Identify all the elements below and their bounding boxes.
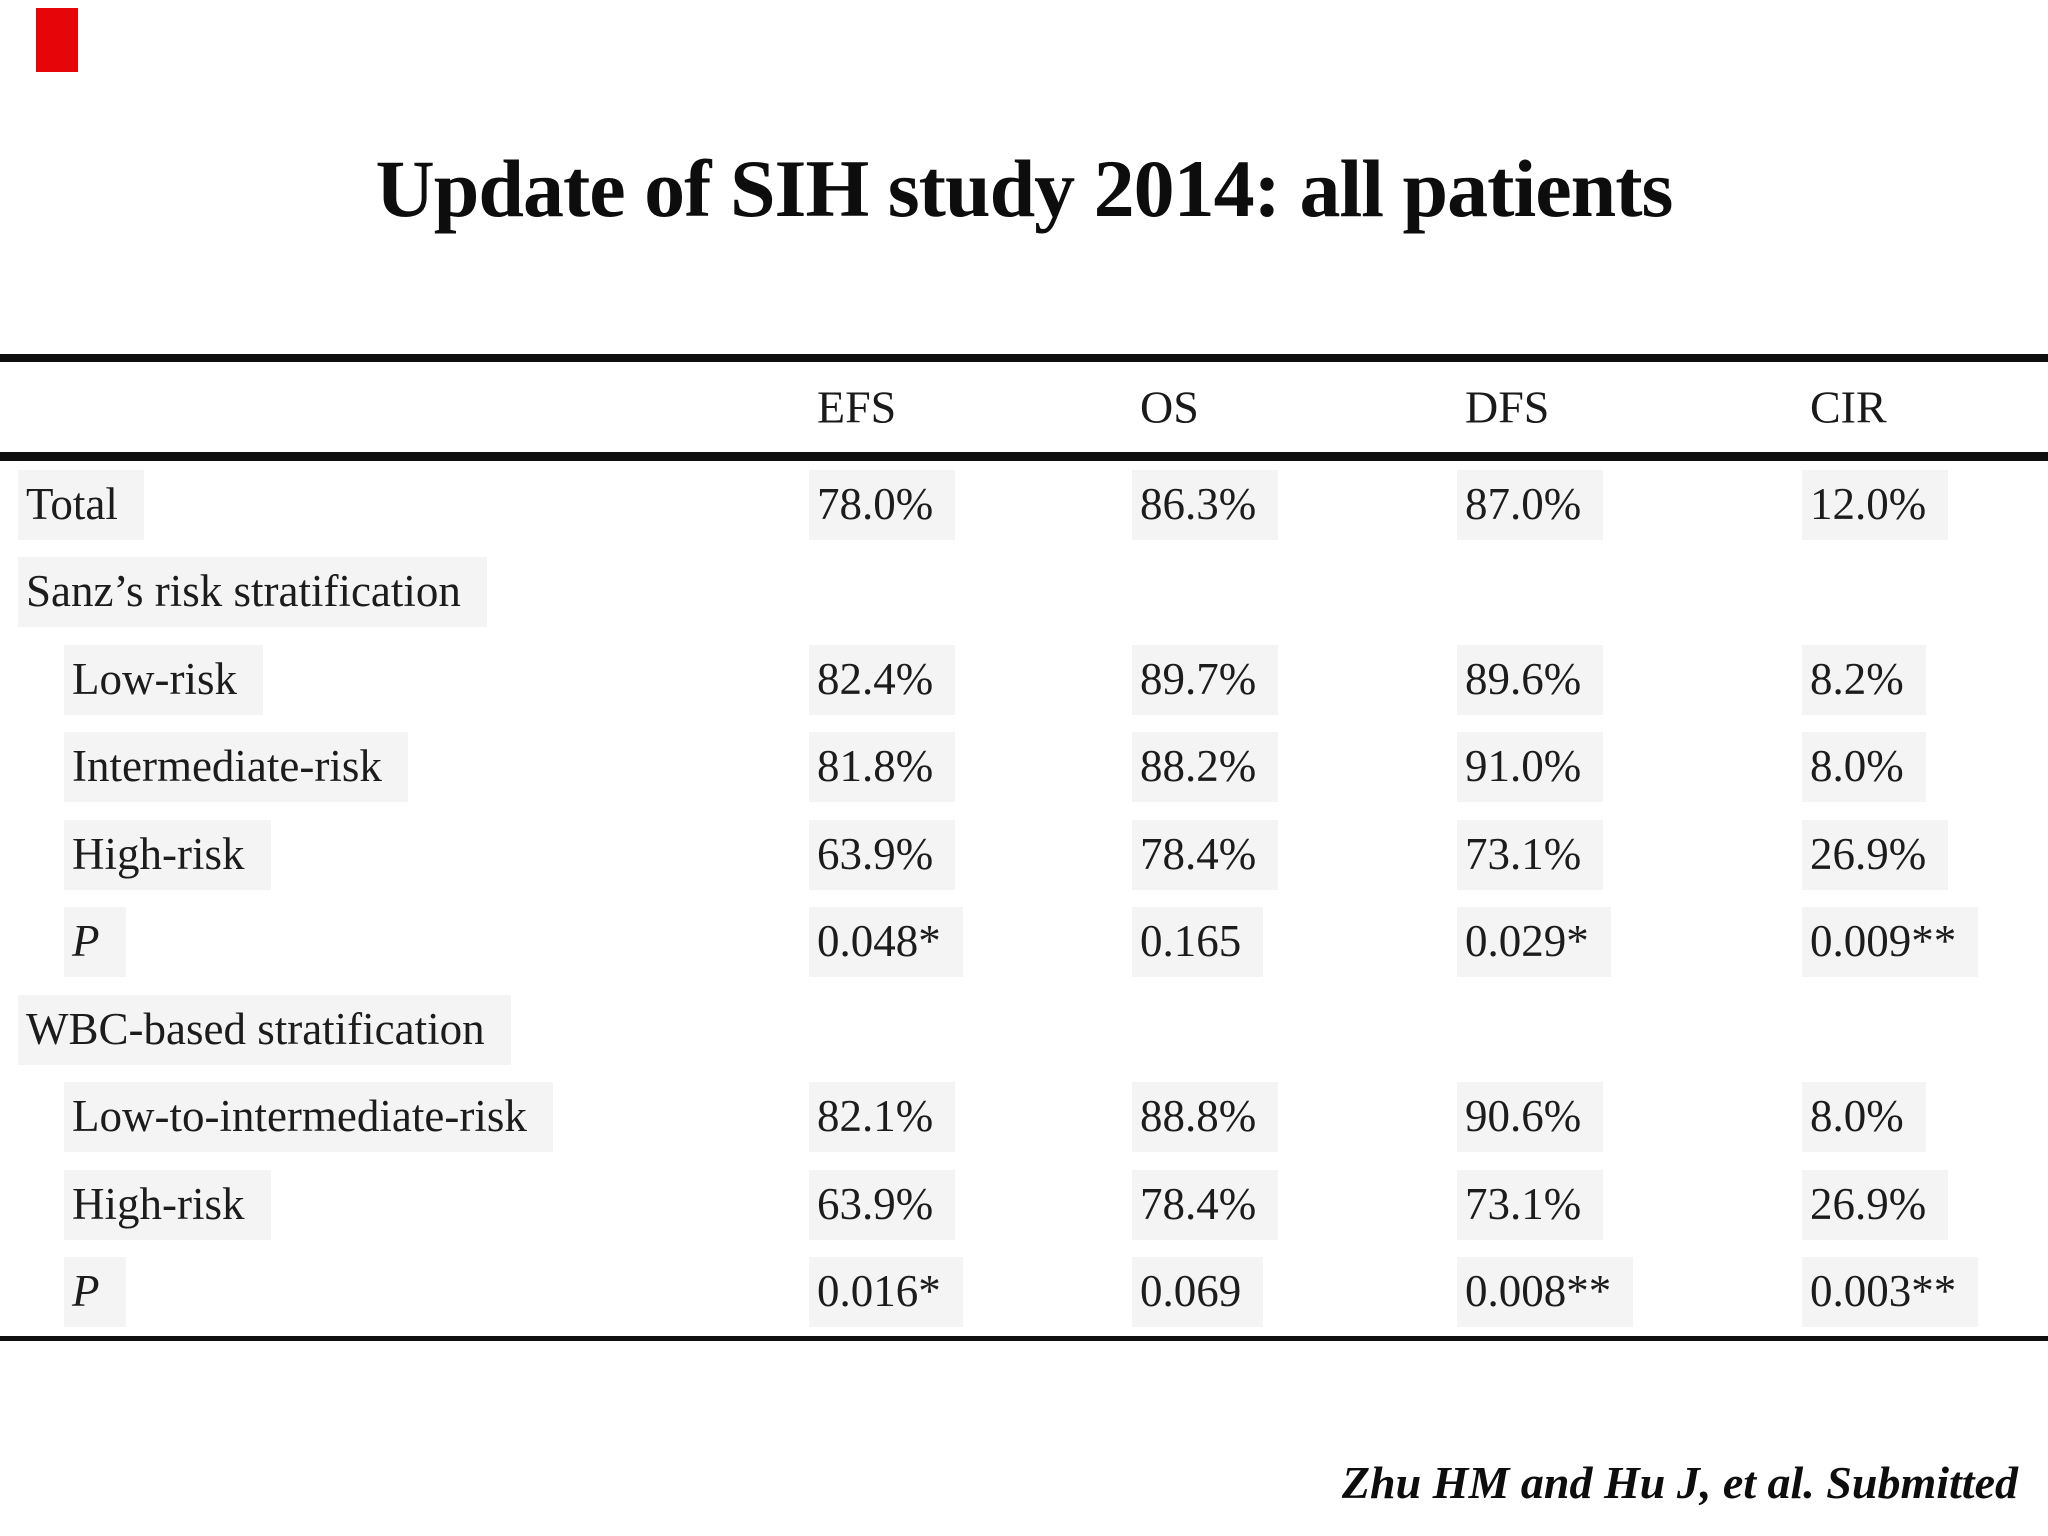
cell-os: 88.2% (1132, 732, 1279, 803)
table-header-row: EFS OS DFS CIR (0, 362, 2048, 452)
cell-os: 0.069 (1132, 1257, 1264, 1328)
cell-os: 78.4% (1132, 819, 1279, 890)
table-row-low-risk: Low-risk 82.4% 89.7% 89.6% 8.2% (0, 636, 2048, 724)
cell-cir: 0.003** (1802, 1257, 1979, 1328)
section-label: Sanz’s risk stratification (18, 557, 487, 628)
cell-cir: 8.2% (1802, 644, 1926, 715)
table-top-rule (0, 354, 2048, 362)
cell-efs: 82.1% (809, 1082, 956, 1153)
table-bottom-rule (0, 1336, 2048, 1341)
section-label: WBC-based stratification (18, 994, 511, 1065)
cell-dfs: 73.1% (1457, 819, 1604, 890)
row-label-p: P (64, 907, 126, 978)
row-label: Low-to-intermediate-risk (64, 1082, 553, 1153)
cell-dfs: 91.0% (1457, 732, 1604, 803)
row-label: Total (18, 469, 144, 540)
cell-os: 78.4% (1132, 1169, 1279, 1240)
cell-dfs: 90.6% (1457, 1082, 1604, 1153)
cell-cir: 26.9% (1802, 819, 1949, 890)
row-label: Low-risk (64, 644, 263, 715)
row-label-p: P (64, 1257, 126, 1328)
cell-efs: 78.0% (809, 469, 956, 540)
results-table: EFS OS DFS CIR Total 78.0% 86.3% 87.0% 1… (0, 354, 2048, 1341)
table-row-low-to-intermediate-risk: Low-to-intermediate-risk 82.1% 88.8% 90.… (0, 1074, 2048, 1162)
table-section-wbc: WBC-based stratification (0, 986, 2048, 1074)
column-header-efs: EFS (817, 381, 897, 433)
cell-cir: 0.009** (1802, 907, 1979, 978)
column-header-cir: CIR (1810, 381, 1887, 433)
table-body: Total 78.0% 86.3% 87.0% 12.0% Sanz’s ris… (0, 461, 2048, 1336)
table-row-p-sanz: P 0.048* 0.165 0.029* 0.009** (0, 899, 2048, 987)
page-title: Update of SIH study 2014: all patients (375, 143, 1674, 234)
cell-dfs: 0.029* (1457, 907, 1611, 978)
table-header-rule (0, 452, 2048, 461)
cell-os: 89.7% (1132, 644, 1279, 715)
cell-os: 88.8% (1132, 1082, 1279, 1153)
table-row-high-risk-wbc: High-risk 63.9% 78.4% 73.1% 26.9% (0, 1161, 2048, 1249)
cell-dfs: 73.1% (1457, 1169, 1604, 1240)
cell-dfs: 0.008** (1457, 1257, 1634, 1328)
cell-efs: 81.8% (809, 732, 956, 803)
column-header-dfs: DFS (1465, 381, 1550, 433)
table-row-intermediate-risk: Intermediate-risk 81.8% 88.2% 91.0% 8.0% (0, 724, 2048, 812)
citation: Zhu HM and Hu J, et al. Submitted (1341, 1457, 2018, 1508)
cell-dfs: 87.0% (1457, 469, 1604, 540)
cell-efs: 82.4% (809, 644, 956, 715)
cell-efs: 0.048* (809, 907, 963, 978)
table-row-p-wbc: P 0.016* 0.069 0.008** 0.003** (0, 1249, 2048, 1337)
cell-efs: 63.9% (809, 1169, 956, 1240)
table-row-high-risk: High-risk 63.9% 78.4% 73.1% 26.9% (0, 811, 2048, 899)
cell-cir: 8.0% (1802, 1082, 1926, 1153)
row-label: High-risk (64, 819, 271, 890)
cell-dfs: 89.6% (1457, 644, 1604, 715)
cell-efs: 63.9% (809, 819, 956, 890)
row-label: High-risk (64, 1169, 271, 1240)
cell-os: 0.165 (1132, 907, 1264, 978)
cell-cir: 8.0% (1802, 732, 1926, 803)
column-header-os: OS (1140, 381, 1199, 433)
cell-efs: 0.016* (809, 1257, 963, 1328)
cell-os: 86.3% (1132, 469, 1279, 540)
red-corner-marker (36, 8, 78, 72)
cell-cir: 26.9% (1802, 1169, 1949, 1240)
table-section-sanz: Sanz’s risk stratification (0, 549, 2048, 637)
cell-cir: 12.0% (1802, 469, 1949, 540)
row-label: Intermediate-risk (64, 732, 408, 803)
table-row-total: Total 78.0% 86.3% 87.0% 12.0% (0, 461, 2048, 549)
